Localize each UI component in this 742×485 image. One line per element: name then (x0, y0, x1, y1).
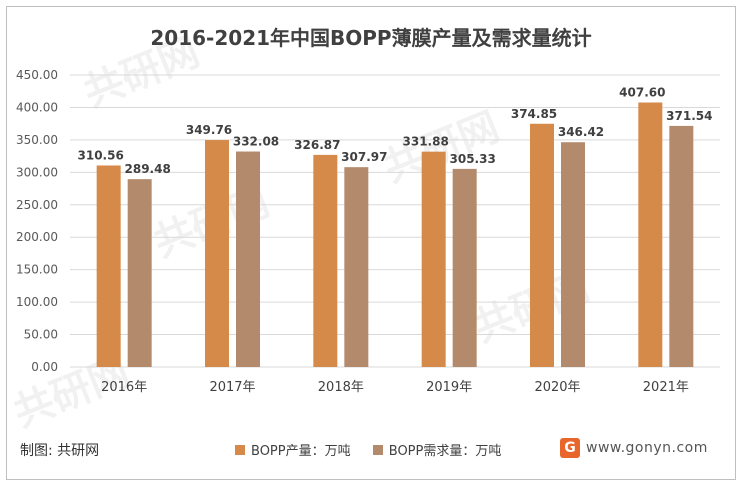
y-tick-label: 250.00 (16, 198, 58, 212)
legend-swatch-demand (372, 444, 383, 455)
data-label: 332.08 (233, 135, 279, 149)
y-tick-label: 100.00 (16, 295, 58, 309)
bar-demand (236, 151, 260, 367)
bar-demand (669, 125, 694, 367)
bar-production (313, 154, 338, 367)
y-tick-label: 350.00 (16, 133, 58, 147)
data-label: 407.60 (619, 86, 665, 100)
legend: BOPP产量：万吨 BOPP需求量：万吨 (235, 440, 519, 459)
brand-logo-icon: G (560, 438, 580, 458)
data-label: 331.88 (403, 135, 449, 149)
data-label: 307.97 (341, 150, 387, 164)
x-tick-label: 2021年 (643, 380, 689, 395)
source-credit: 制图: 共研网 (20, 443, 100, 459)
data-label: 310.56 (78, 148, 124, 162)
y-tick-label: 400.00 (16, 100, 58, 114)
data-label: 289.48 (125, 162, 171, 176)
legend-label-demand: BOPP需求量：万吨 (388, 444, 502, 459)
y-tick-label: 150.00 (16, 263, 58, 277)
data-label: 374.85 (511, 107, 557, 121)
bar-demand (452, 168, 477, 367)
y-tick-label: 0.00 (31, 360, 58, 374)
y-tick-label: 200.00 (16, 230, 58, 244)
data-label: 349.76 (186, 123, 232, 137)
legend-item-demand: BOPP需求量：万吨 (372, 440, 502, 459)
data-label: 371.54 (666, 109, 712, 123)
x-tick-label: 2017年 (209, 380, 255, 395)
x-tick-label: 2019年 (426, 380, 472, 395)
data-label: 326.87 (294, 138, 340, 152)
bar-demand (127, 179, 152, 367)
legend-swatch-production (235, 444, 245, 455)
legend-item-production: BOPP产量：万吨 (235, 440, 351, 459)
bar-demand (344, 167, 369, 367)
y-tick-label: 450.00 (16, 68, 58, 82)
data-label: 305.33 (450, 152, 496, 166)
bar-production (421, 151, 446, 367)
bar-demand (561, 142, 585, 367)
x-tick-label: 2020年 (534, 380, 580, 395)
data-label: 346.42 (558, 125, 604, 139)
chart-title: 2016-2021年中国BOPP薄膜产量及需求量统计 (150, 26, 592, 50)
y-tick-label: 300.00 (16, 165, 58, 179)
y-tick-label: 50.00 (24, 328, 58, 342)
x-tick-label: 2016年 (101, 380, 147, 395)
brand-mark: G www.gonyn.com (560, 436, 708, 460)
bar-production (530, 123, 554, 367)
bar-production (638, 102, 663, 368)
bar-production (96, 165, 121, 367)
brand-url: www.gonyn.com (586, 440, 708, 456)
bar-production (205, 140, 229, 367)
legend-label-production: BOPP产量：万吨 (251, 444, 351, 459)
x-tick-label: 2018年 (318, 380, 364, 395)
